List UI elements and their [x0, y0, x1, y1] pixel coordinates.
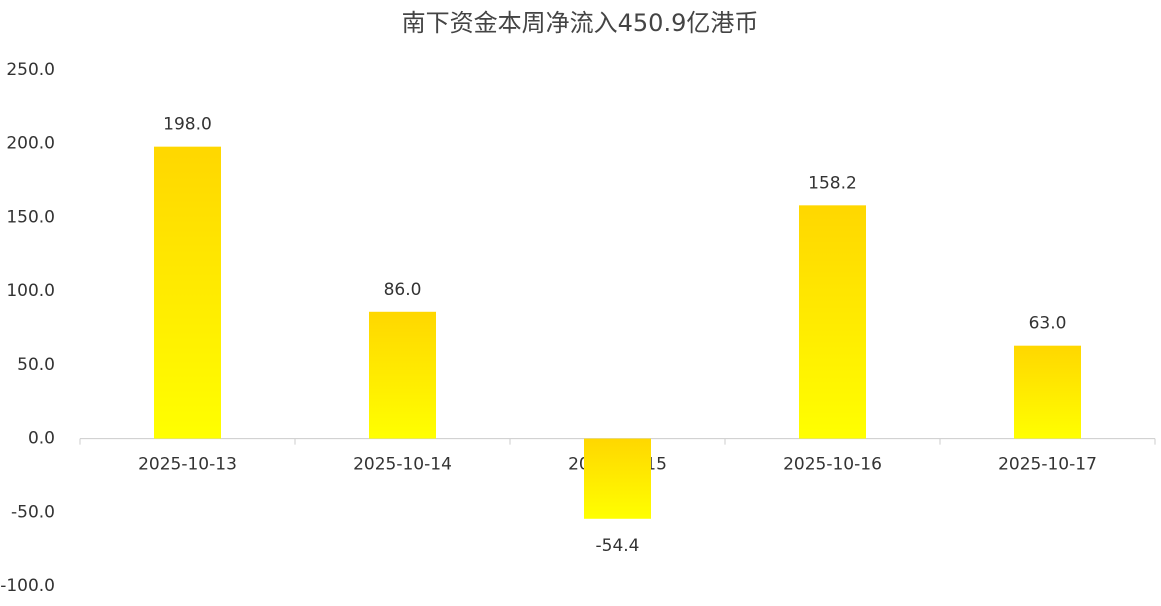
x-tick-label: 2025-10-13	[138, 455, 237, 475]
bar	[1014, 345, 1081, 439]
y-tick-label: 0.0	[28, 429, 55, 449]
x-tick-label: 2025-10-16	[783, 455, 882, 475]
y-tick-label: -50.0	[11, 502, 55, 522]
value-label: -54.4	[596, 536, 640, 556]
chart-title: 南下资金本周净流入450.9亿港币	[402, 9, 759, 37]
y-tick-label: 150.0	[6, 207, 55, 227]
x-tick-label: 2025-10-17	[998, 455, 1097, 475]
bar	[584, 438, 651, 519]
y-tick-label: 50.0	[17, 355, 55, 375]
y-tick-label: 250.0	[6, 60, 55, 80]
value-label: 198.0	[163, 115, 212, 135]
value-label: 158.2	[808, 173, 857, 193]
bar	[799, 205, 866, 439]
y-tick-label: -100.0	[0, 576, 55, 596]
bar	[154, 146, 221, 439]
x-tick-label: 2025-10-14	[353, 455, 452, 475]
value-label: 63.0	[1029, 314, 1067, 334]
y-tick-label: 100.0	[6, 281, 55, 301]
value-label: 86.0	[384, 280, 422, 300]
y-tick-label: 200.0	[6, 134, 55, 154]
bar	[369, 311, 436, 439]
